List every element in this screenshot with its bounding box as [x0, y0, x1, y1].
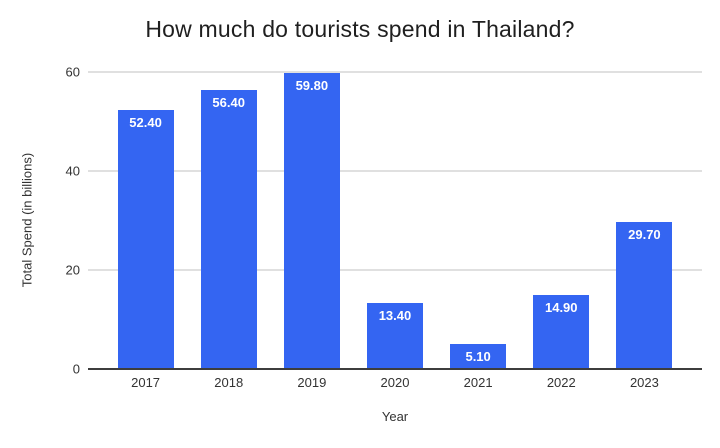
gridline-60 [88, 71, 702, 73]
y-tick-label: 60 [65, 64, 80, 80]
bar-2018: 56.40 [200, 89, 257, 369]
bar-value-label: 14.90 [544, 300, 578, 316]
y-tick-label: 20 [65, 262, 80, 278]
bar-slot-2022: 14.90 [520, 72, 603, 369]
bar-value-label: 29.70 [628, 227, 661, 242]
bar-2021: 5.10 [450, 343, 507, 369]
bars-container: 52.40 56.40 59.80 13.40 5.10 14.90 29.70 [88, 72, 702, 369]
bar-value-label: 56.40 [212, 94, 245, 110]
x-tick-label-2021: 2021 [463, 375, 493, 390]
y-tick-label: 40 [65, 163, 80, 179]
x-tick-label-2019: 2019 [297, 375, 327, 390]
bar-2017: 52.40 [117, 109, 174, 369]
x-tick-label-2020: 2020 [380, 375, 410, 390]
bar-slot-2020: 13.40 [353, 72, 436, 369]
bar-slot-2018: 56.40 [187, 72, 270, 369]
bar-value-label: 13.40 [378, 307, 412, 323]
bar-slot-2021: 5.10 [437, 72, 520, 369]
gridline-40 [88, 170, 702, 173]
bar-value-label: 59.80 [295, 78, 329, 93]
x-axis-tick-labels: 2017 2018 2019 2020 2021 2022 2023 [88, 375, 702, 390]
gridline-20 [88, 269, 702, 272]
bar-value-label: 5.10 [465, 348, 491, 364]
bar-2023: 29.70 [616, 222, 673, 369]
plot-area: 52.40 56.40 59.80 13.40 5.10 14.90 29.70 [88, 71, 702, 370]
bar-slot-2023: 29.70 [603, 72, 686, 369]
chart-title: How much do tourists spend in Thailand? [145, 16, 575, 42]
x-tick-label-2023: 2023 [629, 375, 659, 390]
bar-value-label: 52.40 [129, 114, 162, 130]
x-tick-label-2022: 2022 [546, 375, 576, 390]
x-tick-label-2017: 2017 [131, 375, 161, 390]
bar-slot-2019: 59.80 [270, 72, 353, 369]
bar-slot-2017: 52.40 [104, 72, 187, 369]
x-axis-line [88, 368, 702, 370]
y-axis-tick-labels: 0 20 40 60 [0, 65, 80, 377]
bar-2022: 14.90 [533, 295, 590, 369]
x-axis-title: Year [381, 409, 409, 424]
bar-2019: 59.80 [283, 73, 340, 369]
bar-2020: 13.40 [366, 302, 423, 369]
x-tick-label-2018: 2018 [214, 375, 244, 390]
y-tick-label: 0 [72, 361, 80, 377]
